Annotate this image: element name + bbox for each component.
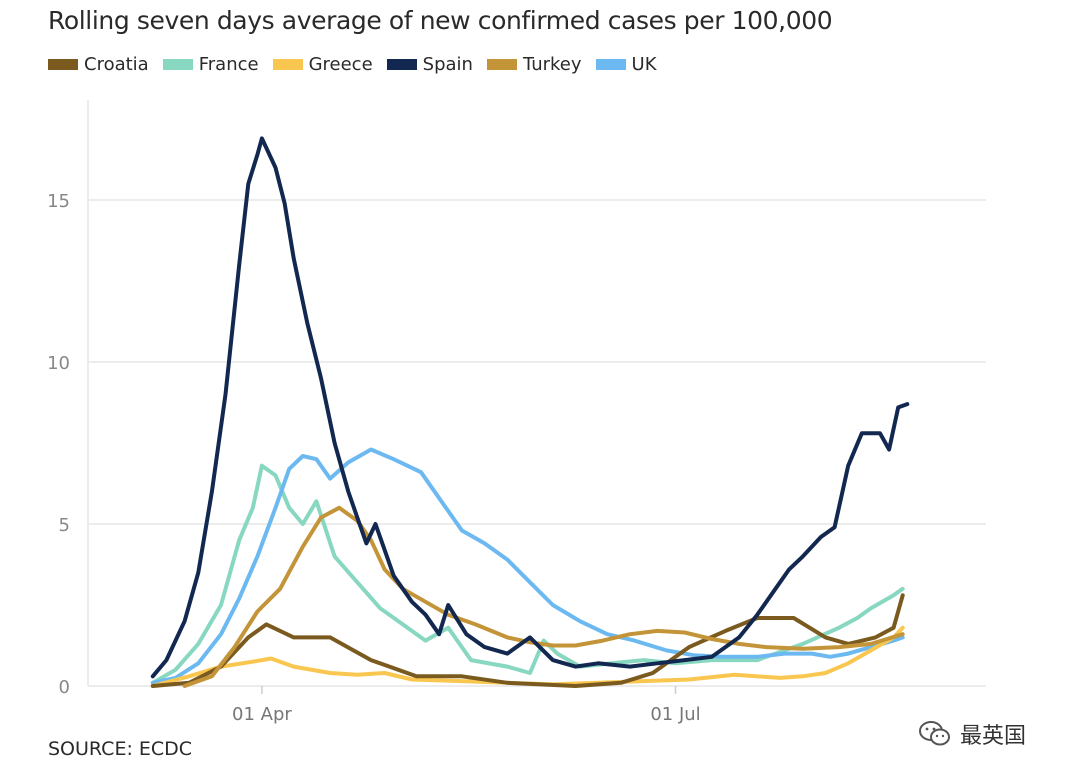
legend-item-spain: Spain (386, 54, 473, 75)
series-line-spain (150, 136, 910, 679)
watermark: 最英国 (918, 718, 1026, 750)
legend-label-france: France (198, 54, 259, 75)
legend-label-turkey: Turkey (522, 54, 582, 75)
source-note: SOURCE: ECDC (48, 738, 193, 760)
legend-swatch-france (162, 59, 193, 70)
legend: Croatia France Greece Spain Turkey UK (48, 54, 657, 75)
legend-swatch-uk (595, 59, 626, 70)
legend-item-croatia: Croatia (48, 54, 149, 75)
series-line-france (150, 463, 905, 685)
legend-label-spain: Spain (422, 54, 473, 75)
legend-label-greece: Greece (308, 54, 373, 75)
legend-swatch-croatia (48, 59, 78, 70)
y-tick-label: 15 (47, 191, 70, 212)
y-tick-label: 0 (59, 677, 70, 698)
legend-item-turkey: Turkey (486, 54, 582, 75)
legend-swatch-spain (386, 59, 417, 70)
legend-label-croatia: Croatia (84, 54, 149, 75)
legend-label-uk: UK (631, 54, 657, 75)
legend-swatch-greece (272, 59, 303, 70)
x-tick-label: 01 Jul (650, 704, 700, 725)
y-tick-label: 10 (47, 353, 70, 374)
legend-item-france: France (162, 54, 259, 75)
watermark-text: 最英国 (960, 724, 1027, 749)
x-tick-label: 01 Apr (232, 704, 292, 725)
legend-item-uk: UK (595, 54, 657, 75)
series-line-greece (150, 625, 905, 688)
legend-item-greece: Greece (272, 54, 373, 75)
legend-swatch-turkey (486, 59, 517, 70)
series-line-uk (150, 447, 905, 685)
chart-title: Rolling seven days average of new confir… (48, 6, 833, 35)
wechat-icon (919, 721, 950, 746)
series-line-croatia (150, 593, 905, 688)
y-tick-label: 5 (59, 515, 70, 536)
series-line-turkey (182, 505, 905, 688)
